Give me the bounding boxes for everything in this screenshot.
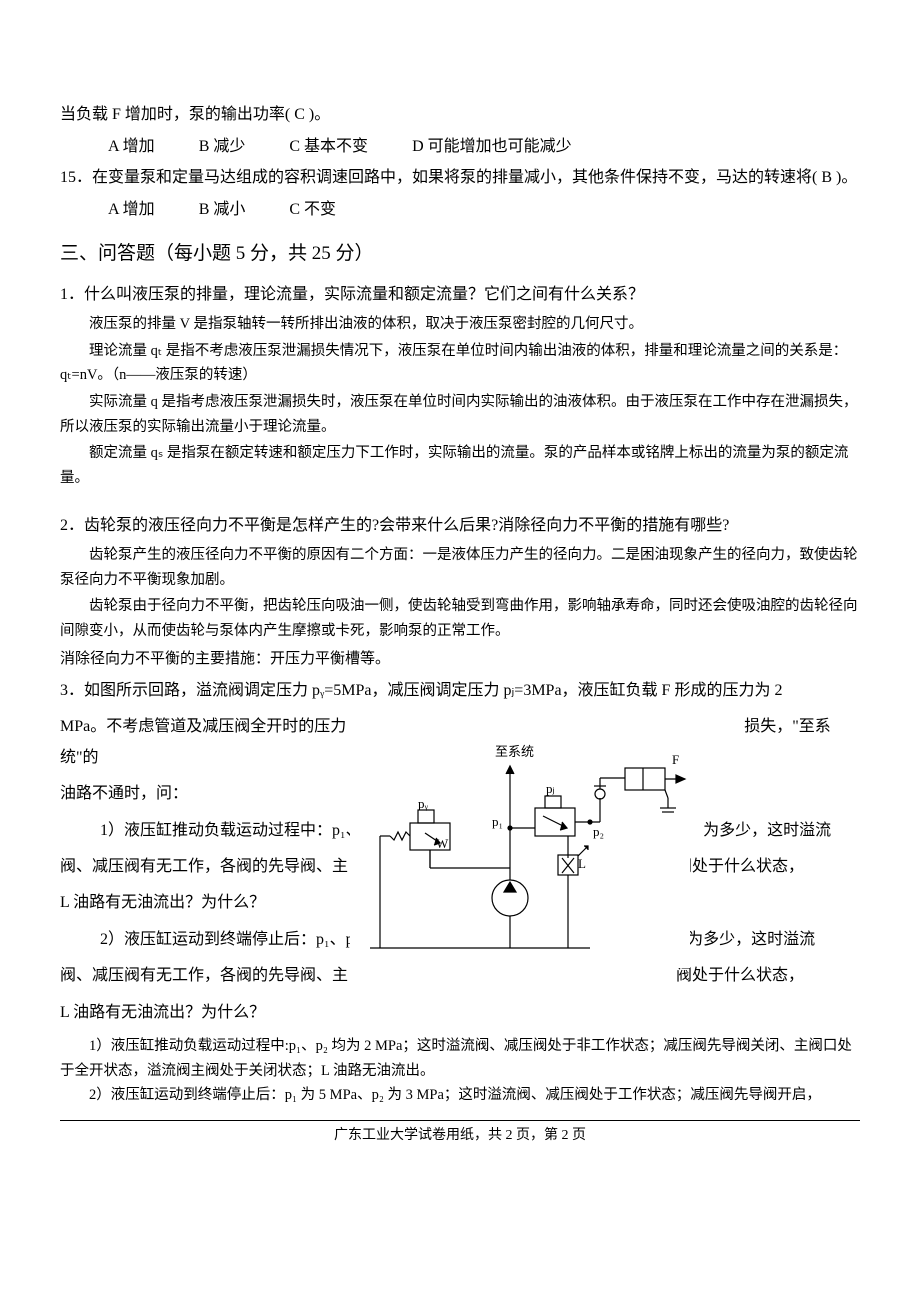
qa3-s5a: 阀、减压阀有无工作，各阀的先导阀、主 (60, 967, 348, 984)
qa3-s2b: 阀处于什么状态， (676, 858, 804, 875)
qa3-s1b: 为多少，这时溢流 (703, 822, 831, 839)
qa3-block: 3．如图所示回路，溢流阀调定压力 pᵧ=5MPa，减压阀调定压力 pⱼ=3MPa… (60, 676, 860, 1028)
qa2-a1: 齿轮泵产生的液压径向力不平衡的原因有二个方面：一是液体压力产生的径向力。二是困油… (60, 543, 860, 592)
qa2-question: 2．齿轮泵的液压径向力不平衡是怎样产生的?会带来什么后果?消除径向力不平衡的措施… (60, 511, 860, 541)
q15-option-a: A 增加 (108, 201, 155, 218)
qa1-answer: 液压泵的排量 V 是指泵轴转一转所排出油液的体积，取决于液压泵密封腔的几何尺寸。… (60, 312, 860, 490)
qa3-s6: L 油路有无油流出？为什么？ (60, 998, 860, 1028)
qa1-a4: 额定流量 qₛ 是指泵在额定转速和额定压力下工作时，实际输出的流量。泵的产品样本… (60, 441, 860, 490)
qa3-s4b: 为多少，这时溢流 (687, 931, 815, 948)
qa1-question: 1．什么叫液压泵的排量，理论流量，实际流量和额定流量？它们之间有什么关系？ (60, 280, 860, 310)
diagram-label-w: W (436, 836, 449, 851)
q14-prompt: 当负载 F 增加时，泵的输出功率( C )。 (60, 100, 860, 130)
qa3-s5b: 阀处于什么状态， (676, 967, 804, 984)
q15-prompt: 15．在变量泵和定量马达组成的容积调速回路中，如果将泵的排量减小，其他条件保持不… (60, 163, 860, 193)
qa3-s2a: 阀、减压阀有无工作，各阀的先导阀、主 (60, 858, 348, 875)
diagram-label-f: F (672, 752, 679, 767)
qa2-answer: 齿轮泵产生的液压径向力不平衡的原因有二个方面：一是液体压力产生的径向力。二是困油… (60, 543, 860, 644)
diagram-label-pj: pⱼ (546, 781, 555, 796)
diagram-label-py: pᵧ (418, 796, 429, 812)
section-3-title: 三、问答题（每小题 5 分，共 25 分） (60, 236, 860, 272)
qa3-s1a: 1）液压缸推动负载运动过程中：p₁、p₂ (100, 822, 375, 839)
qa2-a3: 消除径向力不平衡的主要措施：开压力平衡槽等。 (60, 645, 860, 674)
q15-option-b: B 减小 (199, 201, 246, 218)
qa3-intro2a: MPa。不考虑管道及减压阀全开时的压力 (60, 718, 346, 735)
qa1-a2: 理论流量 qₜ 是指不考虑液压泵泄漏损失情况下，液压泵在单位时间内输出油液的体积… (60, 339, 860, 388)
qa3-intro1: 3．如图所示回路，溢流阀调定压力 pᵧ=5MPa，减压阀调定压力 pⱼ=3MPa… (60, 676, 860, 706)
qa2-a2: 齿轮泵由于径向力不平衡，把齿轮压向吸油一侧，使齿轮轴受到弯曲作用，影响轴承寿命，… (60, 594, 860, 643)
diagram-label-p2: p₂ (593, 824, 604, 839)
qa3-s4a: 2）液压缸运动到终端停止后：p₁、p₂ (100, 931, 359, 948)
q15-option-c: C 不变 (289, 201, 336, 218)
diagram-label-l: L (578, 856, 586, 871)
q14-option-b: B 减少 (199, 138, 246, 155)
q15-options: A 增加 B 减小 C 不变 (60, 195, 860, 225)
page-footer: 广东工业大学试卷用纸，共 2 页，第 2 页 (60, 1120, 860, 1150)
qa1-a1: 液压泵的排量 V 是指泵轴转一转所排出油液的体积，取决于液压泵密封腔的几何尺寸。 (60, 312, 860, 337)
q14-options: A 增加 B 减少 C 基本不变 D 可能增加也可能减少 (60, 132, 860, 162)
qa3-ans2: 2）液压缸运动到终端停止后：p₁ 为 5 MPa、p₂ 为 3 MPa；这时溢流… (60, 1083, 860, 1108)
q14-option-a: A 增加 (108, 138, 155, 155)
hydraulic-circuit-diagram: 至系统 F pⱼ p₁ p₂ pᵧ L W (350, 738, 690, 968)
qa1-a3: 实际流量 q 是指考虑液压泵泄漏损失时，液压泵在单位时间内实际输出的油液体积。由… (60, 390, 860, 439)
q14-option-c: C 基本不变 (289, 138, 368, 155)
q14-option-d: D 可能增加也可能减少 (412, 138, 572, 155)
qa3-ans1: 1）液压缸推动负载运动过程中:p₁、p₂ 均为 2 MPa；这时溢流阀、减压阀处… (60, 1034, 860, 1083)
diagram-label-to-system: 至系统 (495, 744, 534, 759)
diagram-label-p1: p₁ (492, 814, 503, 829)
